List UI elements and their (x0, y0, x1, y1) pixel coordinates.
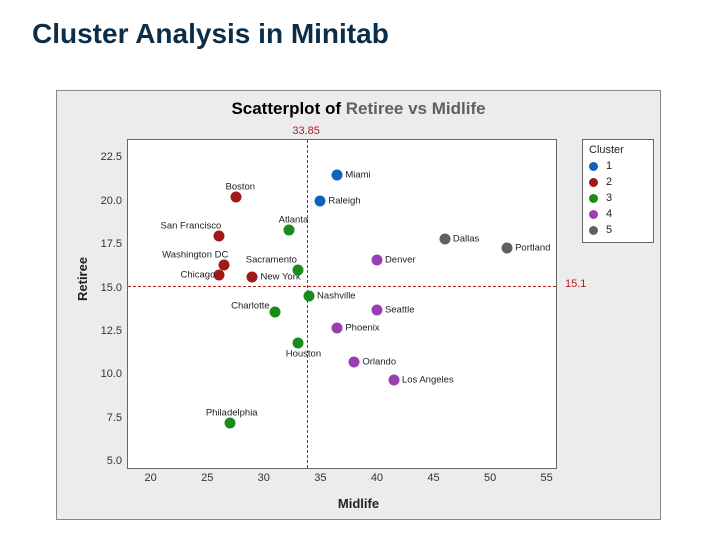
y-tick: 20.0 (101, 195, 128, 207)
chart-frame: Scatterplot of Retiree vs Midlife 33.85 … (56, 90, 661, 520)
y-tick: 10.0 (101, 368, 128, 380)
data-point-label: Nashville (317, 291, 356, 302)
legend-swatch (589, 162, 598, 171)
data-point-label: Denver (385, 254, 416, 265)
data-point-label: Orlando (362, 357, 396, 368)
ref-vline-label: 33.85 (292, 125, 320, 137)
data-point (332, 169, 343, 180)
legend-item: 1 (589, 158, 647, 174)
data-point (332, 322, 343, 333)
y-tick: 12.5 (101, 325, 128, 337)
data-point-label: San Francisco (161, 220, 222, 231)
data-point (439, 234, 450, 245)
data-point (247, 272, 258, 283)
data-point (371, 305, 382, 316)
x-tick: 45 (427, 468, 439, 484)
data-point (230, 192, 241, 203)
data-point-label: Phoenix (345, 322, 379, 333)
legend-swatch (589, 178, 598, 187)
legend-label: 4 (606, 206, 612, 222)
data-point-label: Charlotte (231, 300, 270, 311)
x-tick: 30 (258, 468, 270, 484)
legend-title: Cluster (589, 144, 647, 156)
legend-item: 3 (589, 190, 647, 206)
x-tick: 20 (145, 468, 157, 484)
data-point-label: Miami (345, 169, 370, 180)
data-point (224, 418, 235, 429)
legend: Cluster 12345 (582, 139, 654, 243)
data-point-label: Philadelphia (206, 408, 258, 419)
ref-hline-label: 15.1 (565, 278, 586, 290)
data-point-label: Los Angeles (402, 374, 454, 385)
data-point (315, 195, 326, 206)
data-point-label: Chicago (181, 270, 216, 281)
data-point (219, 260, 230, 271)
data-point-label: Dallas (453, 234, 479, 245)
data-point (388, 374, 399, 385)
ref-vline (307, 140, 308, 468)
legend-label: 5 (606, 222, 612, 238)
legend-item: 2 (589, 174, 647, 190)
data-point (283, 225, 294, 236)
data-point (304, 291, 315, 302)
x-tick: 35 (314, 468, 326, 484)
legend-label: 2 (606, 174, 612, 190)
chart-title-prefix: Scatterplot of (231, 99, 345, 118)
y-axis-label: Retiree (75, 257, 90, 301)
ref-hline (128, 286, 556, 287)
x-tick: 55 (541, 468, 553, 484)
data-point (502, 242, 513, 253)
chart-title-accent: Retiree vs Midlife (346, 99, 486, 118)
data-point-label: Boston (226, 182, 256, 193)
data-point (371, 254, 382, 265)
y-tick: 15.0 (101, 282, 128, 294)
data-point-label: Atlanta (279, 215, 309, 226)
data-point-label: Houston (286, 349, 321, 360)
plot-area: 20253035404550555.07.510.012.515.017.520… (127, 139, 557, 469)
x-tick: 40 (371, 468, 383, 484)
data-point (213, 230, 224, 241)
slide-title: Cluster Analysis in Minitab (32, 18, 389, 50)
data-point (292, 265, 303, 276)
legend-swatch (589, 210, 598, 219)
data-point-label: Raleigh (328, 195, 360, 206)
legend-swatch (589, 194, 598, 203)
y-tick: 17.5 (101, 238, 128, 250)
data-point (292, 338, 303, 349)
x-tick: 25 (201, 468, 213, 484)
legend-label: 1 (606, 158, 612, 174)
data-point (270, 306, 281, 317)
x-axis-label: Midlife (57, 496, 660, 511)
data-point (349, 357, 360, 368)
y-tick: 22.5 (101, 151, 128, 163)
data-point-label: Washington DC (162, 250, 228, 261)
legend-item: 5 (589, 222, 647, 238)
legend-label: 3 (606, 190, 612, 206)
legend-item: 4 (589, 206, 647, 222)
x-tick: 50 (484, 468, 496, 484)
data-point-label: Sacramento (246, 255, 297, 266)
y-tick: 7.5 (107, 412, 128, 424)
legend-swatch (589, 226, 598, 235)
data-point-label: Portland (515, 242, 550, 253)
data-point-label: Seattle (385, 305, 415, 316)
chart-title: Scatterplot of Retiree vs Midlife (57, 99, 660, 119)
y-tick: 5.0 (107, 455, 128, 467)
